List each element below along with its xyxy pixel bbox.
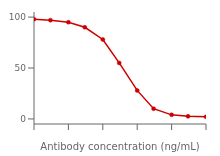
svg-text:50: 50: [15, 63, 27, 73]
svg-text:0: 0: [20, 114, 26, 124]
svg-text:Antibody concentration (ng/mL): Antibody concentration (ng/mL): [40, 141, 199, 152]
svg-text:100: 100: [9, 12, 26, 22]
